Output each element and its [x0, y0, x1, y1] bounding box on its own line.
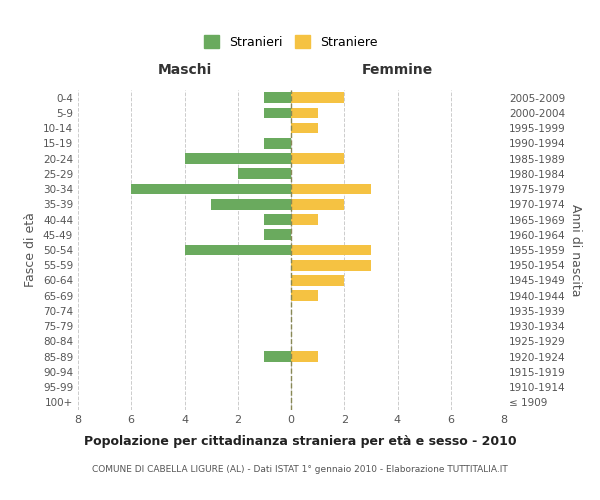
Bar — [291, 260, 371, 270]
Text: Maschi: Maschi — [157, 64, 212, 78]
Bar — [211, 199, 291, 209]
Bar — [265, 352, 291, 362]
Bar — [291, 199, 344, 209]
Text: COMUNE DI CABELLA LIGURE (AL) - Dati ISTAT 1° gennaio 2010 - Elaborazione TUTTIT: COMUNE DI CABELLA LIGURE (AL) - Dati IST… — [92, 465, 508, 474]
Bar — [265, 230, 291, 240]
Bar — [265, 214, 291, 225]
Bar — [291, 92, 344, 103]
Bar — [265, 92, 291, 103]
Bar — [291, 184, 371, 194]
Bar — [265, 138, 291, 148]
Bar — [291, 290, 317, 301]
Text: Femmine: Femmine — [362, 64, 433, 78]
Bar — [291, 153, 344, 164]
Legend: Stranieri, Straniere: Stranieri, Straniere — [204, 36, 378, 49]
Bar — [291, 214, 317, 225]
Bar — [291, 108, 317, 118]
Bar — [291, 244, 371, 256]
Bar — [238, 168, 291, 179]
Bar — [291, 275, 344, 286]
Y-axis label: Fasce di età: Fasce di età — [25, 212, 37, 288]
Bar — [185, 244, 291, 256]
Bar — [291, 123, 317, 134]
Bar — [291, 352, 317, 362]
Bar — [185, 153, 291, 164]
Text: Popolazione per cittadinanza straniera per età e sesso - 2010: Popolazione per cittadinanza straniera p… — [83, 435, 517, 448]
Bar — [131, 184, 291, 194]
Bar — [265, 108, 291, 118]
Y-axis label: Anni di nascita: Anni di nascita — [569, 204, 582, 296]
